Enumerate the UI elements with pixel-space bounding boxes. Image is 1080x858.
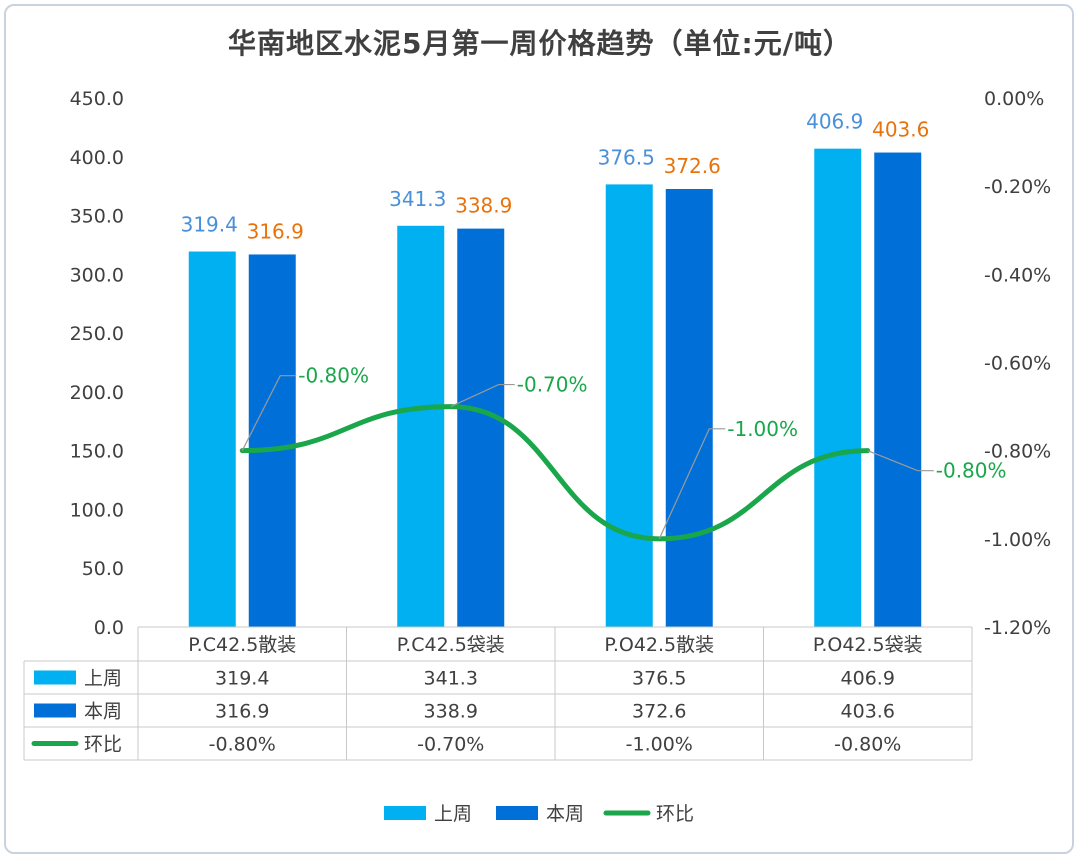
y-right-tick-label: -1.00% — [984, 529, 1051, 551]
y-left-tick-label: 250.0 — [70, 323, 124, 345]
x-category-label: P.O42.5散装 — [604, 634, 714, 656]
legend-label-prev-week: 上周 — [434, 803, 472, 825]
x-category-label: P.C42.5散装 — [188, 634, 296, 656]
data-label-this-week: 403.6 — [872, 118, 929, 142]
table-cell: -0.80% — [209, 734, 276, 756]
leader-line — [450, 383, 515, 408]
table-cell: 316.9 — [215, 701, 269, 723]
y-left-tick-label: 50.0 — [82, 558, 124, 580]
bar-this-week — [665, 188, 713, 627]
table-cell: -0.80% — [834, 734, 901, 756]
bar-this-week — [457, 228, 505, 627]
y-right-tick-label: -0.60% — [984, 353, 1051, 375]
table-cell: 403.6 — [841, 701, 895, 723]
legend-label-mom: 环比 — [656, 803, 694, 825]
table-row-name: 本周 — [84, 701, 122, 723]
x-category-label: P.C42.5袋装 — [397, 634, 505, 656]
line-mom-series — [239, 404, 871, 542]
bar-prev-week — [814, 148, 862, 627]
table-row-name: 上周 — [84, 668, 122, 690]
legend-key-this-week — [496, 806, 538, 820]
leader-line — [658, 428, 726, 540]
y-left-tick-label: 400.0 — [70, 147, 124, 169]
y-right-tick-label: -0.80% — [984, 441, 1051, 463]
table-cell: 341.3 — [424, 668, 478, 690]
data-label-mom: -0.70% — [517, 373, 588, 397]
data-label-this-week: 372.6 — [664, 154, 721, 178]
data-label-prev-week: 376.5 — [598, 145, 655, 169]
leader-line — [241, 375, 297, 451]
data-label-this-week: 338.9 — [455, 194, 512, 218]
table-cell: 319.4 — [215, 668, 269, 690]
y-left-tick-label: 300.0 — [70, 264, 124, 286]
data-label-mom: -1.00% — [727, 417, 798, 441]
bar-prev-week — [397, 225, 445, 627]
table-cell: -1.00% — [626, 734, 693, 756]
y-left-tick-label: 350.0 — [70, 206, 124, 228]
data-label-prev-week: 341.3 — [389, 187, 446, 211]
leader-line — [867, 450, 934, 472]
y-right-tick-label: -0.40% — [984, 264, 1051, 286]
chart-title: 华南地区水泥5月第一周价格趋势（单位:元/吨） — [228, 27, 852, 60]
table-cell: 406.9 — [841, 668, 895, 690]
data-label-mom: -0.80% — [298, 364, 369, 388]
data-label-prev-week: 406.9 — [806, 110, 863, 134]
data-label-mom: -0.80% — [936, 459, 1007, 483]
table-legend-key — [34, 703, 76, 718]
bar-this-week — [874, 152, 922, 627]
data-label-prev-week: 319.4 — [181, 213, 238, 237]
legend-label-this-week: 本周 — [546, 803, 584, 825]
x-category-label: P.O42.5袋装 — [813, 634, 923, 656]
table-cell: 376.5 — [632, 668, 686, 690]
y-right-tick-label: 0.00% — [984, 88, 1044, 110]
table-cell: 372.6 — [632, 701, 686, 723]
bar-prev-week — [605, 184, 653, 628]
table-cell: 338.9 — [424, 701, 478, 723]
data-label-this-week: 316.9 — [247, 219, 304, 243]
table-legend-key — [34, 670, 76, 685]
y-left-tick-label: 0.0 — [94, 617, 124, 639]
y-right-tick-label: -0.20% — [984, 176, 1051, 198]
y-right-tick-label: -1.20% — [984, 617, 1051, 639]
legend-key-prev-week — [384, 806, 426, 820]
bar-prev-week — [188, 251, 236, 627]
table-row-name: 环比 — [84, 734, 122, 756]
y-left-tick-label: 200.0 — [70, 382, 124, 404]
y-left-tick-label: 150.0 — [70, 441, 124, 463]
y-left-tick-label: 450.0 — [70, 88, 124, 110]
table-cell: -0.70% — [417, 734, 484, 756]
bar-this-week — [248, 254, 296, 628]
y-left-tick-label: 100.0 — [70, 499, 124, 521]
